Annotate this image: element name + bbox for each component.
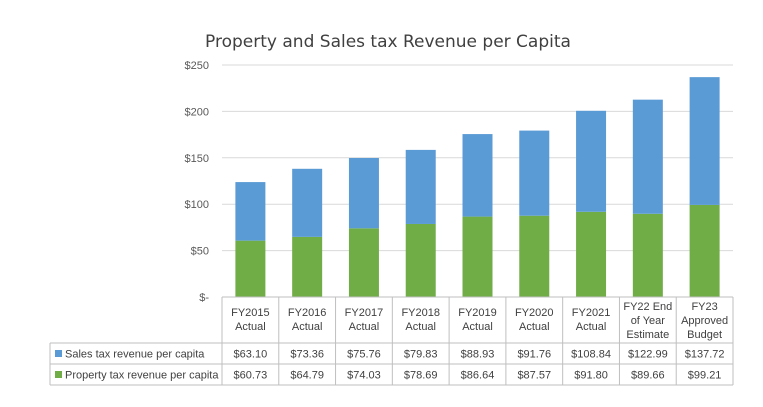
bar-sales-tax: [235, 182, 266, 241]
bar-property-tax: [632, 213, 663, 297]
data-label: $122.99: [628, 349, 668, 361]
bar-sales-tax: [292, 168, 323, 237]
bar-property-tax: [689, 204, 720, 297]
y-tick-label: $-: [199, 292, 209, 304]
data-label: $137.72: [685, 349, 725, 361]
x-tick-label: FY2018 Actual: [401, 307, 440, 333]
data-label: $88.93: [461, 349, 495, 361]
data-label: $89.66: [631, 370, 665, 382]
bar-sales-tax: [405, 149, 436, 224]
x-tick-label: FY2020 Actual: [515, 307, 554, 333]
data-label: $74.03: [347, 370, 381, 382]
bar-sales-tax: [576, 110, 607, 212]
y-tick-label: $150: [185, 153, 209, 165]
series-label: Sales tax revenue per capita: [65, 349, 205, 361]
bar-sales-tax: [632, 99, 663, 214]
x-tick-label: FY2017 Actual: [345, 307, 384, 333]
data-label: $91.80: [574, 370, 608, 382]
bar-property-tax: [348, 228, 379, 297]
x-tick-label: FY22 End of Year Estimate: [623, 301, 672, 341]
legend-swatch: [55, 371, 62, 378]
bar-sales-tax: [689, 77, 720, 205]
bar-property-tax: [462, 216, 493, 297]
data-label: $73.36: [290, 349, 324, 361]
data-label: $63.10: [234, 349, 268, 361]
data-label: $78.69: [404, 370, 438, 382]
data-label: $91.76: [517, 349, 551, 361]
data-label: $108.84: [571, 349, 611, 361]
x-tick-label: FY2016 Actual: [288, 307, 327, 333]
legend-swatch: [55, 350, 62, 357]
data-label: $75.76: [347, 349, 381, 361]
y-tick-label: $50: [191, 246, 209, 258]
y-tick-label: $250: [185, 60, 209, 72]
y-axis-ticks: $- $50 $100 $150 $200 $250: [185, 60, 210, 304]
data-label: $60.73: [234, 370, 268, 382]
x-tick-label: FY2021 Actual: [572, 307, 611, 333]
bar-sales-tax: [519, 130, 550, 216]
y-tick-label: $100: [185, 199, 209, 211]
bar-sales-tax: [462, 134, 493, 217]
data-label: $86.64: [461, 370, 495, 382]
x-tick-label: FY2019 Actual: [458, 307, 497, 333]
bar-property-tax: [235, 240, 266, 297]
x-tick-label: FY2015 Actual: [231, 307, 270, 333]
data-label: $79.83: [404, 349, 438, 361]
bar-property-tax: [292, 236, 323, 297]
chart-title: Property and Sales tax Revenue per Capit…: [205, 32, 571, 52]
data-label: $99.21: [688, 370, 722, 382]
data-label: $64.79: [290, 370, 324, 382]
data-label: $87.57: [517, 370, 551, 382]
bar-property-tax: [405, 223, 436, 297]
bar-sales-tax: [348, 157, 379, 229]
bars: [235, 77, 720, 297]
y-tick-label: $200: [185, 106, 209, 118]
series-label: Property tax revenue per capita: [65, 370, 219, 382]
x-tick-label: FY23 Approved Budget: [681, 301, 728, 341]
bar-property-tax: [519, 215, 550, 297]
bar-property-tax: [576, 211, 607, 297]
data-table: FY2015 Actual FY2016 Actual FY2017 Actual FY20…: [49, 296, 734, 386]
